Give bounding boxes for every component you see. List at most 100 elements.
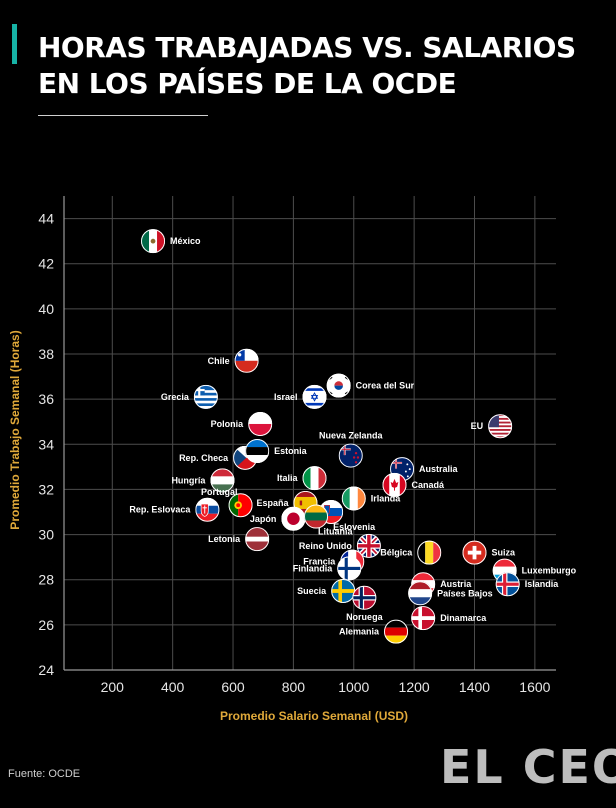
- poland-flag-icon: [248, 411, 273, 436]
- data-point: Letonia: [208, 527, 270, 552]
- point-label: Reino Unido: [299, 541, 352, 551]
- x-tick-label: 1400: [459, 679, 490, 695]
- uk-flag-icon: [356, 533, 381, 558]
- data-point: Israel: [274, 384, 327, 409]
- data-point: Chile: [208, 348, 259, 373]
- data-point: Hungría: [171, 468, 235, 493]
- point-label: Corea del Sur: [356, 381, 415, 391]
- estonia-flag-icon: [245, 439, 270, 464]
- point-label: Suiza: [492, 548, 517, 558]
- data-point: Noruega: [346, 585, 384, 622]
- korea-flag-icon: [326, 373, 351, 398]
- data-point: Estonia: [245, 439, 308, 464]
- point-label: Hungría: [171, 475, 206, 485]
- x-axis-label: Promedio Salario Semanal (USD): [220, 709, 408, 723]
- sweden-flag-icon: [331, 579, 356, 603]
- y-tick-label: 38: [38, 346, 54, 362]
- data-point: Suecia: [297, 579, 356, 603]
- data-point: Finlandia: [293, 556, 362, 581]
- netherlands-flag-icon: [408, 581, 433, 606]
- data-point: Dinamarca: [411, 606, 487, 631]
- data-point: Japón: [250, 506, 306, 531]
- x-tick-label: 200: [101, 679, 125, 695]
- italy-flag-icon: [302, 466, 327, 491]
- switzerland-flag-icon: [462, 540, 487, 565]
- axes: 200 400 600 800 1000 1200 1400 1600 24 26 28 30 32 34…: [38, 196, 556, 695]
- y-tick-label: 44: [38, 211, 54, 227]
- denmark-flag-icon: [411, 606, 436, 631]
- point-label: Países Bajos: [437, 588, 493, 598]
- data-point: Canadá: [382, 472, 446, 497]
- y-tick-label: 34: [38, 436, 54, 452]
- point-label: Lituania: [318, 527, 353, 537]
- usa-flag-icon: [488, 414, 513, 439]
- data-point: Italia: [277, 466, 327, 491]
- point-label: Alemania: [339, 627, 380, 637]
- newzealand-flag-icon: [338, 443, 363, 468]
- point-label: Polonia: [211, 419, 244, 429]
- point-label: Nueva Zelanda: [319, 431, 384, 441]
- canada-flag-icon: [382, 472, 407, 497]
- data-point: Irlanda: [341, 486, 401, 511]
- x-tick-label: 600: [221, 679, 245, 695]
- point-label: Japón: [250, 514, 277, 524]
- point-label: Rep. Checa: [179, 453, 229, 463]
- brand-logo: EL CEO: [440, 740, 616, 794]
- x-tick-label: 1200: [399, 679, 430, 695]
- grid-lines: [64, 196, 556, 671]
- title-accent-bar: [12, 24, 17, 64]
- data-point: Reino Unido: [299, 533, 381, 558]
- point-label: Portugal: [201, 487, 238, 497]
- point-label: EU: [471, 421, 484, 431]
- point-label: España: [256, 498, 289, 508]
- data-point: Suiza: [462, 540, 517, 565]
- slovakia-flag-icon: [195, 497, 220, 522]
- x-tick-label: 1600: [519, 679, 550, 695]
- point-label: Suecia: [297, 586, 327, 596]
- point-label: Dinamarca: [440, 613, 487, 623]
- title-line-1: HORAS TRABAJADAS VS. SALARIOS: [38, 31, 576, 64]
- y-axis-label: Promedio Trabajo Semanal (Horas): [8, 330, 22, 529]
- y-tick-label: 30: [38, 527, 54, 543]
- norway-flag-icon: [352, 585, 377, 610]
- japan-flag-icon: [281, 506, 306, 531]
- point-label: Rep. Eslovaca: [129, 505, 191, 515]
- page-title: HORAS TRABAJADAS VS. SALARIOS EN LOS PAÍ…: [38, 30, 598, 102]
- point-label: Islandia: [525, 579, 560, 589]
- portugal-flag-icon: [228, 493, 253, 518]
- point-label: Italia: [277, 473, 299, 483]
- point-label: Canadá: [412, 480, 446, 490]
- data-points: México Chile Grecia Israel Corea del Sur Polo…: [129, 229, 577, 644]
- x-tick-label: 1000: [338, 679, 369, 695]
- y-tick-label: 26: [38, 617, 54, 633]
- israel-flag-icon: [302, 384, 327, 409]
- data-point: Polonia: [211, 411, 273, 436]
- title-line-2: EN LOS PAÍSES DE LA OCDE: [38, 67, 457, 100]
- point-label: Finlandia: [293, 563, 333, 573]
- iceland-flag-icon: [495, 572, 520, 597]
- point-label: Noruega: [346, 612, 384, 622]
- latvia-flag-icon: [245, 527, 270, 552]
- mexico-flag-icon: [141, 229, 166, 254]
- data-point: Corea del Sur: [326, 373, 415, 398]
- point-label: Austria: [440, 579, 472, 589]
- point-label: Luxemburgo: [522, 566, 577, 576]
- ireland-flag-icon: [341, 486, 366, 511]
- point-label: Letonia: [208, 534, 241, 544]
- data-point: Alemania: [339, 619, 409, 644]
- data-point: Islandia: [495, 572, 560, 597]
- data-point: Grecia: [161, 384, 218, 409]
- point-label: Francia: [303, 557, 336, 567]
- y-tick-label: 32: [38, 481, 54, 497]
- point-label: México: [170, 236, 201, 246]
- point-label: Grecia: [161, 392, 190, 402]
- source-note: Fuente: OCDE: [8, 768, 81, 780]
- point-label: Israel: [274, 392, 298, 402]
- hungary-flag-icon: [210, 468, 235, 493]
- data-point: México: [141, 229, 201, 254]
- title-divider: [38, 115, 208, 116]
- data-point: Portugal: [201, 487, 253, 518]
- y-tick-label: 28: [38, 572, 54, 588]
- point-label: Eslovenia: [333, 522, 376, 532]
